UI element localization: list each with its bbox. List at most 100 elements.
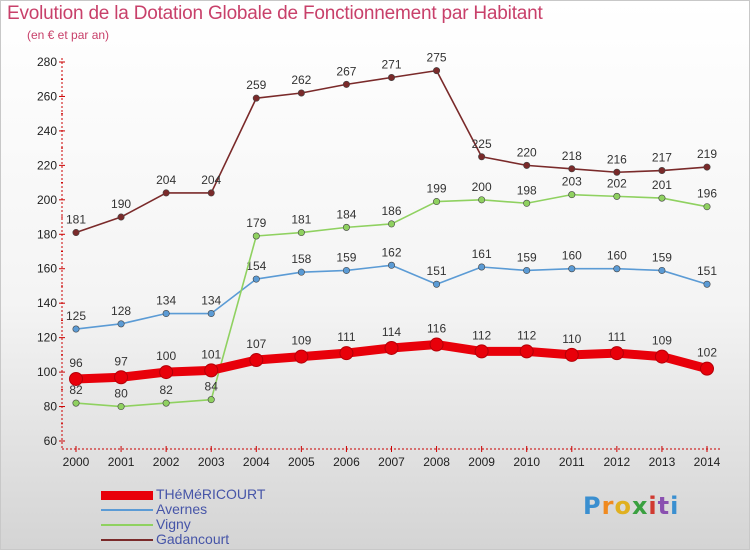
series-point [474, 344, 489, 359]
legend-swatch [101, 524, 153, 526]
series-point [297, 229, 305, 237]
data-label: 225 [472, 137, 492, 151]
y-tick-label: 180 [37, 227, 57, 241]
data-label: 158 [291, 252, 311, 266]
data-label: 203 [562, 175, 582, 189]
x-tick-label: 2009 [468, 455, 495, 469]
data-label: 82 [159, 383, 173, 397]
data-label: 184 [336, 207, 356, 221]
series-point [207, 396, 215, 404]
series-point [478, 153, 486, 161]
y-tick-label: 60 [44, 434, 58, 448]
series-point [387, 74, 395, 82]
y-tick-label: 160 [37, 262, 57, 276]
data-label: 134 [201, 294, 221, 308]
data-label: 199 [427, 182, 447, 196]
logo-letter: r [601, 492, 615, 520]
x-tick-label: 2004 [243, 455, 270, 469]
data-label: 204 [201, 173, 221, 187]
legend-item: Gadancourt [101, 531, 401, 548]
series-point [117, 403, 125, 411]
data-label: 109 [291, 334, 311, 348]
series-point [114, 370, 129, 385]
chart-title: Evolution de la Dotation Globale de Fonc… [7, 3, 543, 24]
x-tick-label: 2011 [559, 455, 585, 469]
series-point [433, 280, 441, 288]
data-label: 179 [246, 216, 266, 230]
series-point [523, 161, 531, 169]
legend-item: THéMéRICOURT [101, 486, 401, 503]
series-point [342, 80, 350, 88]
legend-swatch [101, 539, 153, 541]
logo-letter: t [657, 492, 671, 520]
data-label: 181 [291, 213, 311, 227]
series-point [207, 189, 215, 197]
x-tick-label: 2012 [604, 455, 631, 469]
data-label: 216 [607, 152, 627, 166]
series-point [387, 220, 395, 228]
y-tick-label: 260 [37, 89, 57, 103]
series-point [72, 325, 80, 333]
series-point [342, 223, 350, 231]
x-tick-label: 2001 [108, 455, 135, 469]
series-point [252, 275, 260, 283]
data-label: 198 [517, 183, 537, 197]
data-label: 128 [111, 304, 131, 318]
series-point [69, 371, 83, 386]
series-point [159, 365, 174, 380]
data-label: 159 [517, 250, 537, 264]
data-label: 97 [114, 354, 128, 368]
series-point [703, 280, 711, 288]
proxiti-logo: Proxiti [583, 492, 679, 520]
series-point [568, 265, 576, 273]
data-label: 80 [114, 387, 128, 401]
legend-label: THéMéRICOURT [156, 486, 266, 502]
series-point [117, 213, 125, 221]
series-point [433, 198, 441, 206]
data-label: 84 [205, 380, 219, 394]
x-tick-label: 2000 [63, 455, 90, 469]
data-label: 96 [69, 356, 83, 370]
logo-letter: P [583, 492, 602, 520]
data-label: 161 [472, 247, 492, 261]
series-point [478, 263, 486, 271]
data-label: 159 [336, 250, 356, 264]
series-point [613, 265, 621, 273]
series-point [613, 192, 621, 200]
data-label: 218 [562, 149, 582, 163]
series-point [654, 349, 669, 364]
legend-item: Avernes [101, 501, 401, 518]
x-tick-label: 2006 [333, 455, 360, 469]
x-tick-label: 2005 [288, 455, 315, 469]
y-tick-label: 200 [37, 193, 57, 207]
series-point [117, 320, 125, 328]
x-tick-label: 2013 [649, 455, 676, 469]
data-label: 202 [607, 176, 627, 190]
data-label: 151 [427, 264, 447, 278]
data-label: 151 [697, 264, 717, 278]
data-label: 190 [111, 197, 131, 211]
series-point [523, 266, 531, 274]
data-label: 112 [517, 328, 536, 342]
series-point [658, 167, 666, 175]
data-label: 125 [66, 309, 86, 323]
series-point [703, 163, 711, 171]
x-tick-label: 2003 [198, 455, 225, 469]
data-label: 114 [382, 325, 401, 339]
series-point [658, 194, 666, 202]
series-point [564, 347, 579, 362]
logo-letter: i [670, 492, 680, 520]
x-tick-label: 2008 [423, 455, 450, 469]
series-point [162, 310, 170, 318]
data-label: 160 [607, 249, 627, 263]
logo-letter: x [631, 492, 649, 520]
data-label: 186 [381, 204, 401, 218]
data-label: 154 [246, 259, 266, 273]
series-point [252, 232, 260, 240]
series-point [433, 67, 441, 75]
series-point [339, 346, 354, 361]
data-label: 109 [652, 334, 672, 348]
series-point [72, 229, 80, 237]
x-tick-label: 2014 [694, 455, 721, 469]
